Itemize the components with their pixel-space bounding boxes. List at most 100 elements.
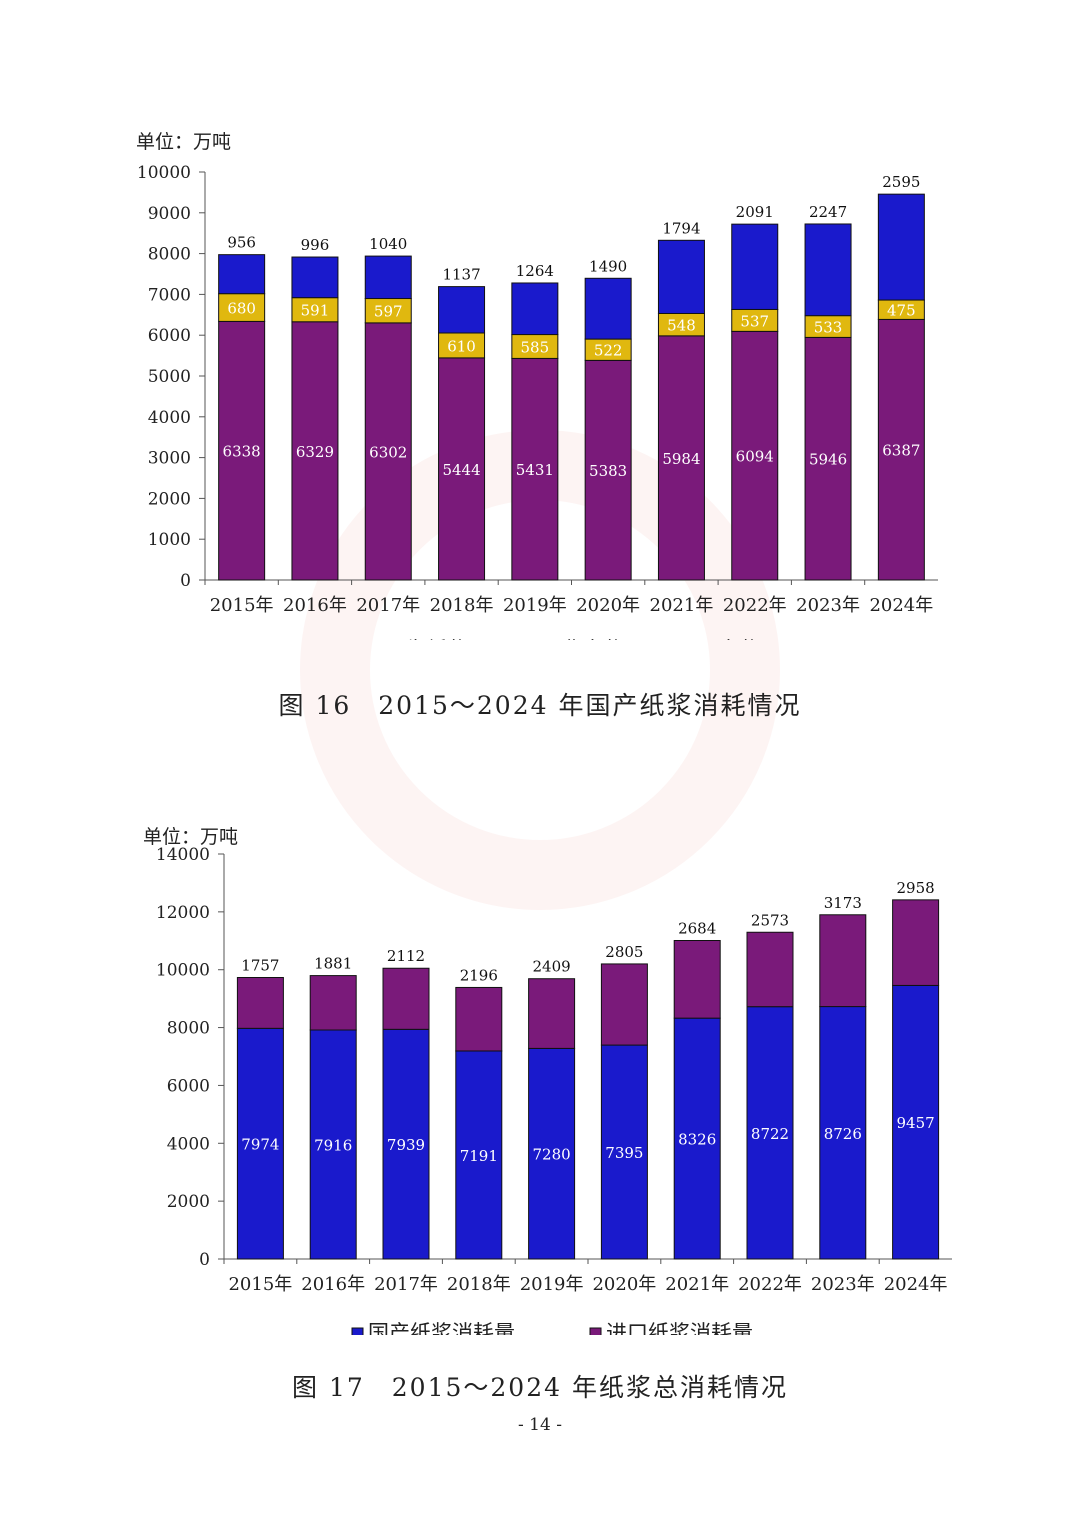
chart1-data-label: 475: [887, 302, 916, 320]
chart2-xtick-label: 2015年: [228, 1274, 292, 1295]
chart2-xtick-label: 2016年: [301, 1274, 365, 1295]
chart1-xtick-label: 2015年: [210, 595, 274, 616]
chart1-ytick-label: 9000: [148, 204, 191, 224]
chart1-xtick-label: 2022年: [723, 595, 787, 616]
chart1-data-label: 956: [227, 234, 256, 252]
chart1-data-label: 6387: [882, 442, 920, 460]
chart1-data-label: 1794: [662, 219, 700, 237]
chart1-bar-再生纸浆: [584, 359, 632, 581]
chart2-ytick-label: 4000: [167, 1134, 210, 1154]
chart2-ytick-label: 2000: [167, 1192, 210, 1212]
chart1-bar-非木浆: [218, 293, 266, 322]
chart1-data-label: 522: [594, 342, 623, 360]
chart1-ytick-label: 4000: [148, 408, 191, 428]
chart2-ytick-label: 0: [199, 1250, 210, 1270]
chart1-ytick-label: 3000: [148, 449, 191, 469]
chart1-bar-非木浆: [364, 298, 412, 324]
chart2-xtick-label: 2024年: [884, 1274, 948, 1295]
chart2-bar-国产纸浆消耗量: [236, 1027, 284, 1260]
chart1-data-label: 5444: [442, 461, 480, 479]
chart2-data-label: 7974: [241, 1136, 279, 1154]
chart2-data-label: 1881: [314, 955, 352, 973]
chart2-data-label: 8726: [824, 1125, 862, 1143]
chart2-bar-国产纸浆消耗量: [673, 1017, 721, 1260]
chart2-bar-进口纸浆消耗量: [746, 931, 794, 1008]
chart2-data-label: 8326: [678, 1131, 716, 1149]
chart2-data-label: 3173: [824, 894, 862, 912]
chart2-data-label: 2573: [751, 911, 789, 929]
chart1-data-label: 1264: [516, 262, 554, 280]
chart2-bar-进口纸浆消耗量: [673, 939, 721, 1019]
chart1-xtick-label: 2017年: [356, 595, 420, 616]
chart1-ytick-label: 0: [180, 571, 191, 591]
chart1-xtick-label: 2018年: [430, 595, 494, 616]
chart1-caption: 图 16 2015～2024 年国产纸浆消耗情况: [278, 691, 802, 720]
chart2-bar-国产纸浆消耗量: [528, 1047, 576, 1260]
page-number: - 14 -: [518, 1415, 562, 1435]
chart1-data-label: 2595: [882, 173, 920, 191]
chart1-bar-木浆: [364, 255, 412, 300]
chart1-bar-木浆: [731, 223, 779, 310]
chart1-data-label: 6094: [736, 448, 774, 466]
chart2-bar-国产纸浆消耗量: [892, 984, 940, 1260]
chart1-xtick-label: 2021年: [650, 595, 714, 616]
chart2-ytick-label: 12000: [156, 903, 210, 923]
chart2-bar-进口纸浆消耗量: [600, 963, 648, 1046]
chart2-xtick-label: 2022年: [738, 1274, 802, 1295]
chart1-unit-label: 单位：万吨: [136, 131, 232, 153]
chart1-plot: 0 1000 2000 3000 4000 5000 6000 7000 8000 9000 100…: [137, 163, 938, 640]
chart2-bar-国产纸浆消耗量: [382, 1028, 430, 1260]
chart1-bar-木浆: [291, 256, 339, 299]
chart2-ytick-label: 6000: [167, 1076, 210, 1096]
chart1-data-label: 548: [667, 317, 696, 335]
chart2-data-label: 7191: [460, 1147, 498, 1165]
chart1-data-label: 1040: [369, 235, 407, 253]
chart1-data-label: 6338: [223, 443, 261, 461]
chart1-bar-木浆: [218, 254, 266, 295]
chart1-bar-再生纸浆: [438, 357, 486, 581]
chart2-data-label: 2684: [678, 919, 716, 937]
chart2-plot: 0 2000 4000 6000 8000 10000 12000 14000 2015年 797…: [156, 845, 952, 1335]
chart1-bar-再生纸浆: [804, 336, 852, 581]
chart1-data-label: 610: [447, 337, 476, 355]
chart2-data-label: 2958: [897, 879, 935, 897]
chart2-ytick-label: 10000: [156, 961, 210, 981]
chart1-ytick-label: 6000: [148, 326, 191, 346]
chart1-data-label: 2247: [809, 203, 847, 221]
chart2-data-label: 7916: [314, 1137, 352, 1155]
chart2-bar-进口纸浆消耗量: [309, 975, 357, 1031]
chart1-bar-木浆: [511, 282, 559, 336]
chart2-data-label: 2805: [605, 943, 643, 961]
chart1-bar-木浆: [804, 223, 852, 317]
chart1-bar-木浆: [584, 277, 632, 340]
chart1-data-label: 597: [374, 303, 403, 321]
chart1-data-label: 680: [227, 300, 256, 318]
chart2-data-label: 9457: [897, 1114, 935, 1132]
chart1-xtick-label: 2024年: [869, 595, 933, 616]
chart2-bar-进口纸浆消耗量: [382, 967, 430, 1030]
chart1-ytick-label: 2000: [148, 489, 191, 509]
chart2-data-label: 8722: [751, 1125, 789, 1143]
chart1-ytick-label: 8000: [148, 245, 191, 265]
chart1-data-label: 5383: [589, 462, 627, 480]
chart1-bar-非木浆: [291, 297, 339, 323]
chart2-data-label: 7280: [533, 1146, 571, 1164]
chart1-legend-label: 再生纸浆: [384, 638, 468, 640]
chart2-bar-进口纸浆消耗量: [892, 899, 940, 986]
chart2-legend-swatch: [351, 1327, 364, 1335]
chart2-data-label: 2112: [387, 947, 425, 965]
chart2-data-label: 7395: [605, 1144, 643, 1162]
chart2-caption: 图 17 2015～2024 年纸浆总消耗情况: [292, 1373, 788, 1402]
chart1-legend-label: 非木浆: [561, 638, 624, 640]
chart1-data-label: 2091: [736, 203, 774, 221]
chart2-xtick-label: 2021年: [665, 1274, 729, 1295]
chart2-legend-label: 国产纸浆消耗量: [368, 1321, 515, 1335]
chart1-data-label: 537: [740, 312, 769, 330]
chart1-bar-再生纸浆: [291, 321, 339, 581]
chart2-ytick-label: 8000: [167, 1019, 210, 1039]
chart1-data-label: 1137: [442, 266, 480, 284]
chart1-ytick-label: 10000: [137, 163, 191, 183]
chart1-data-label: 5946: [809, 451, 847, 469]
chart2-bar-进口纸浆消耗量: [819, 914, 867, 1008]
chart1-data-label: 6329: [296, 443, 334, 461]
